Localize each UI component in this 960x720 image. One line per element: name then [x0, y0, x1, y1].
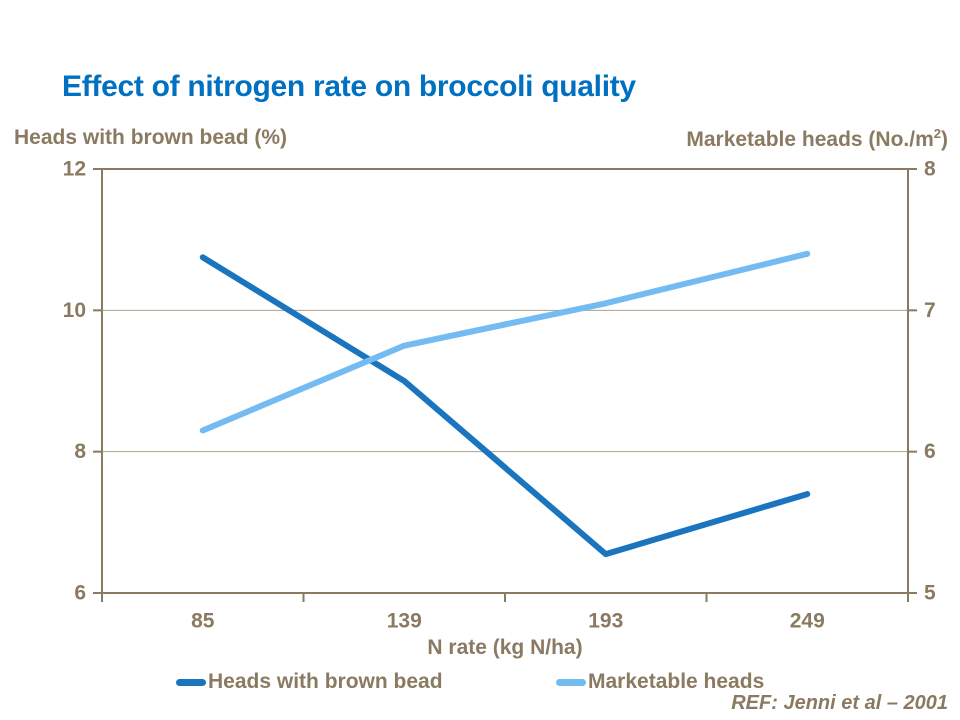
reference-citation: REF: Jenni et al – 2001	[731, 692, 948, 714]
y-axis-right: 8 7 6 5	[908, 158, 936, 605]
legend-label: Marketable heads	[588, 670, 765, 693]
x-tick-label: 193	[588, 610, 623, 633]
x-tick-label: 85	[191, 610, 215, 633]
legend-item-heads-with-brown-bead: Heads with brown bead	[176, 669, 443, 695]
right-axis-title-close-paren: )	[941, 128, 948, 151]
y-axis-left: 12 10 8 6	[63, 158, 102, 605]
x-axis: 85 139 193 249	[101, 593, 909, 633]
right-axis-title-superscript: 2	[933, 126, 941, 141]
x-tick-label: 139	[387, 610, 422, 633]
y-tick-label-left: 10	[63, 299, 86, 322]
chart-title: Effect of nitrogen rate on broccoli qual…	[62, 70, 636, 103]
legend-item-marketable-heads: Marketable heads	[556, 669, 764, 695]
series-line-marketable-heads	[199, 250, 811, 434]
y-tick-label-right: 6	[924, 440, 936, 463]
right-axis-title-text: Marketable heads (No./m	[686, 128, 934, 151]
left-axis-title: Heads with brown bead (%)	[14, 126, 288, 149]
series-line-heads-with-brown-bead	[199, 254, 811, 558]
right-axis-title: Marketable heads (No./m2)	[686, 126, 948, 152]
y-tick-label-right: 8	[924, 158, 936, 181]
x-tick-label: 249	[790, 610, 825, 633]
x-axis-title: N rate (kg N/ha)	[427, 636, 583, 659]
gridlines	[102, 309, 908, 453]
legend-line-marker-icon	[556, 678, 586, 686]
y-tick-label-left: 12	[63, 158, 86, 181]
legend-label: Heads with brown bead	[208, 670, 443, 693]
y-tick-label-right: 5	[924, 582, 936, 605]
y-tick-label-left: 8	[74, 440, 86, 463]
y-tick-label-right: 7	[924, 299, 936, 322]
legend-line-marker-icon	[176, 678, 206, 686]
y-tick-label-left: 6	[74, 582, 86, 605]
plot-frame	[101, 168, 909, 594]
